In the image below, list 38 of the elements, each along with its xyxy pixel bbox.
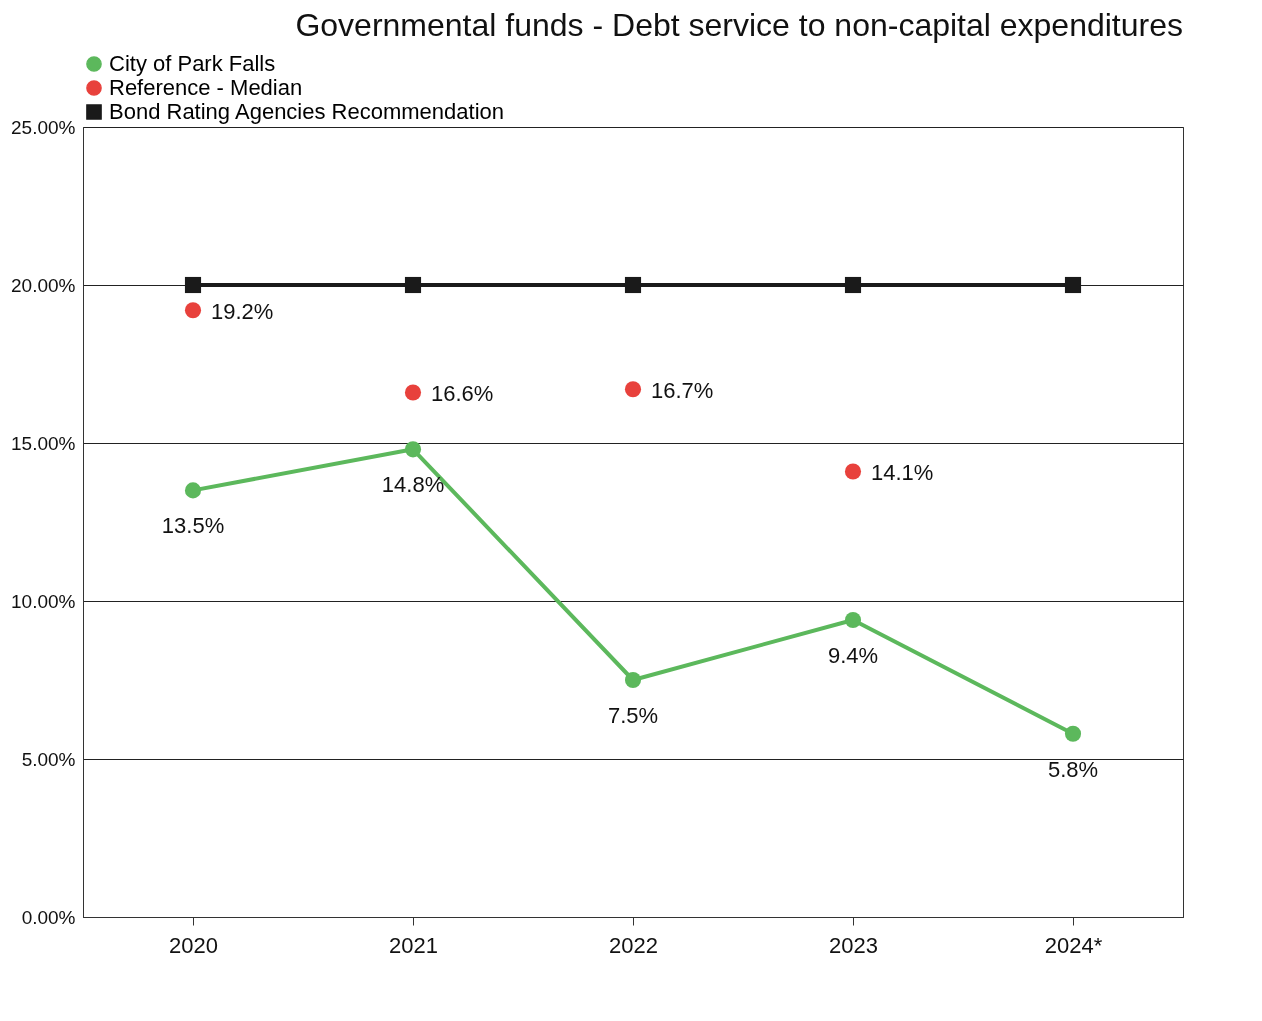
point — [404, 384, 422, 401]
x-tick-label: 2024* — [1044, 932, 1103, 958]
y-tick-label: 25.00% — [11, 116, 76, 138]
point — [184, 302, 202, 319]
point — [184, 482, 202, 499]
point — [1064, 725, 1082, 742]
y-tick-label: 0.00% — [21, 906, 76, 928]
y-tick-label: 5.00% — [21, 748, 76, 770]
point — [404, 441, 422, 458]
x-tick-label: 2020 — [169, 932, 218, 958]
y-tick-label: 10.00% — [11, 590, 76, 612]
point — [404, 276, 422, 294]
data-label: 14.1% — [871, 460, 934, 486]
point — [624, 276, 642, 294]
x-tick-label: 2021 — [389, 932, 438, 958]
legend-label: Bond Rating Agencies Recommendation — [109, 99, 505, 124]
x-tick-label: 2022 — [609, 932, 658, 958]
legend-label: Reference - Median — [109, 75, 303, 100]
chart-title: Governmental funds - Debt service to non-capital expenditures — [295, 7, 1183, 43]
point — [184, 276, 202, 294]
point — [1064, 276, 1082, 294]
point — [844, 463, 862, 480]
data-label: 9.4% — [827, 642, 879, 668]
data-label: 16.6% — [431, 381, 494, 407]
data-label: 16.7% — [651, 378, 714, 404]
point — [624, 381, 642, 398]
x-tick-label: 2023 — [829, 932, 878, 958]
point — [624, 671, 642, 689]
y-tick-label: 20.00% — [11, 274, 76, 296]
data-label: 14.8% — [381, 472, 445, 498]
point — [844, 276, 862, 294]
legend-label: City of Park Falls — [109, 51, 276, 76]
point — [844, 611, 862, 629]
data-label: 7.5% — [607, 703, 659, 728]
y-tick-label: 15.00% — [11, 432, 76, 454]
data-label: 5.8% — [1047, 756, 1099, 782]
data-label: 13.5% — [161, 513, 225, 539]
data-label: 19.2% — [211, 299, 274, 325]
